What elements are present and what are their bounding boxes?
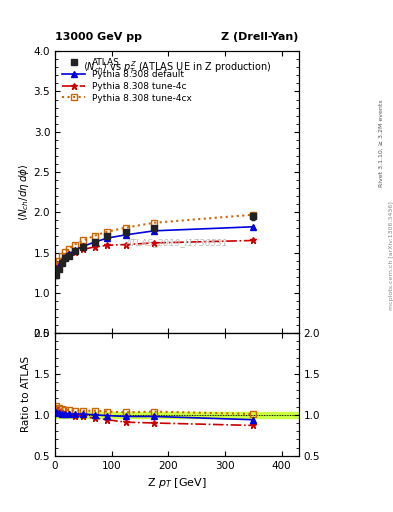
Legend: ATLAS, Pythia 8.308 default, Pythia 8.308 tune-4c, Pythia 8.308 tune-4cx: ATLAS, Pythia 8.308 default, Pythia 8.30… bbox=[59, 56, 195, 105]
Y-axis label: $\langle N_{ch}/d\eta\, d\phi\rangle$: $\langle N_{ch}/d\eta\, d\phi\rangle$ bbox=[17, 163, 31, 221]
Y-axis label: Ratio to ATLAS: Ratio to ATLAS bbox=[21, 356, 31, 433]
Text: 13000 GeV pp: 13000 GeV pp bbox=[55, 32, 142, 42]
Text: mcplots.cern.ch [arXiv:1306.3436]: mcplots.cern.ch [arXiv:1306.3436] bbox=[389, 202, 393, 310]
Text: $\langle N_{ch}\rangle$ vs $p^{Z}_{T}$ (ATLAS UE in Z production): $\langle N_{ch}\rangle$ vs $p^{Z}_{T}$ (… bbox=[83, 60, 271, 76]
Text: Z (Drell-Yan): Z (Drell-Yan) bbox=[221, 32, 299, 42]
X-axis label: Z $p_{T}$ [GeV]: Z $p_{T}$ [GeV] bbox=[147, 476, 207, 490]
Text: ATLAS_2019_I1736531: ATLAS_2019_I1736531 bbox=[125, 239, 228, 247]
Text: Rivet 3.1.10, ≥ 3.2M events: Rivet 3.1.10, ≥ 3.2M events bbox=[379, 99, 384, 187]
Bar bbox=[55, 412, 299, 418]
